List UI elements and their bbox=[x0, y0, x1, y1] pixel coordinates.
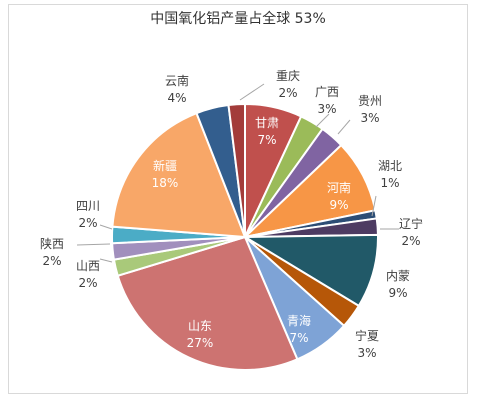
slice-percent-label: 2% bbox=[278, 86, 297, 100]
slice-percent-label: 1% bbox=[380, 176, 399, 190]
pie-slice-新疆 bbox=[111, 111, 247, 239]
slice-name-label: 山东 bbox=[188, 319, 212, 333]
slice-name-label: 云南 bbox=[165, 73, 189, 88]
slice-percent-label: 7% bbox=[289, 331, 308, 345]
leader-line bbox=[99, 224, 113, 230]
slice-percent-label: 2% bbox=[42, 254, 61, 268]
slice-percent-label: 4% bbox=[167, 91, 186, 105]
slice-percent-label: 7% bbox=[257, 133, 276, 147]
slice-percent-label: 3% bbox=[360, 111, 379, 125]
pie-slice-山东 bbox=[116, 235, 299, 371]
slice-percent-label: 9% bbox=[329, 198, 348, 212]
slice-name-label: 湖北 bbox=[378, 158, 402, 173]
slice-name-label: 重庆 bbox=[276, 69, 300, 83]
slice-percent-label: 2% bbox=[78, 276, 97, 290]
leader-line bbox=[76, 243, 111, 246]
slice-name-label: 甘肃 bbox=[255, 116, 279, 130]
slice-name-label: 陕西 bbox=[40, 236, 64, 251]
leader-line bbox=[315, 113, 330, 128]
slice-percent-label: 2% bbox=[78, 216, 97, 230]
pie-slice-重庆 bbox=[227, 102, 246, 238]
slice-name-label: 青海 bbox=[287, 313, 311, 328]
leader-line bbox=[337, 119, 351, 135]
slice-percent-label: 9% bbox=[388, 286, 407, 300]
slice-name-label: 贵州 bbox=[358, 94, 382, 108]
chart-title: 中国氧化铝产量占全球 53% bbox=[150, 10, 326, 27]
leader-line bbox=[371, 195, 377, 217]
slice-percent-label: 18% bbox=[152, 176, 179, 190]
slice-percent-label: 3% bbox=[317, 102, 336, 116]
slice-name-label: 广西 bbox=[315, 85, 339, 99]
slice-name-label: 宁夏 bbox=[355, 328, 379, 343]
slice-name-label: 山西 bbox=[76, 259, 100, 273]
slice-name-label: 河南 bbox=[327, 180, 351, 195]
slice-name-label: 四川 bbox=[76, 199, 100, 213]
slice-percent-label: 27% bbox=[187, 336, 214, 350]
slice-name-label: 辽宁 bbox=[399, 216, 423, 231]
slice-name-label: 新疆 bbox=[153, 158, 177, 173]
slice-percent-label: 3% bbox=[357, 346, 376, 360]
slice-name-label: 内蒙 bbox=[386, 269, 410, 283]
leader-line bbox=[99, 258, 113, 263]
slice-percent-label: 2% bbox=[401, 234, 420, 248]
leader-line bbox=[239, 83, 265, 101]
